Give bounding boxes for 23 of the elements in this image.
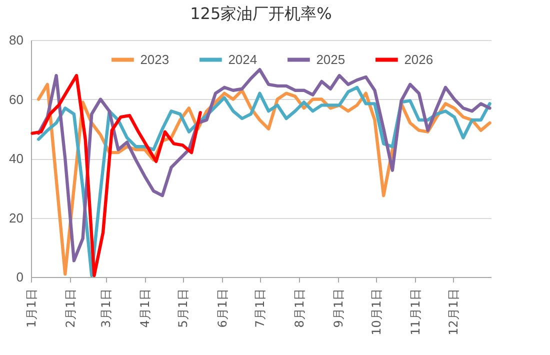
line-series — [30, 74, 202, 278]
x-tick-label: 1月1日 — [24, 288, 38, 328]
x-tick-label: 3月1日 — [99, 288, 114, 328]
x-tick-label: 11月1日 — [408, 288, 423, 336]
x-tick-label: 12月1日 — [446, 288, 461, 336]
x-tick-label: 8月1日 — [292, 288, 306, 328]
x-tick-label: 5月1日 — [176, 288, 190, 328]
legend-label: 2024 — [228, 52, 258, 67]
x-tick-label: 10月1日 — [370, 288, 384, 336]
legend-label: 2025 — [316, 52, 346, 67]
x-tick-label: 4月1日 — [138, 288, 152, 328]
x-tick-label: 7月1日 — [253, 288, 268, 328]
x-tick-label: 2月1日 — [64, 288, 78, 328]
y-tick-label: 0 — [16, 270, 24, 284]
x-tick-label: 9月1日 — [332, 288, 346, 328]
y-tick-label: 40 — [9, 151, 24, 166]
chart-title: 125家油厂开机率% — [190, 4, 332, 23]
y-tick-label: 20 — [9, 210, 24, 226]
y-tick-label: 60 — [9, 92, 24, 107]
x-tick-label: 6月1日 — [215, 288, 230, 328]
legend-label: 2026 — [404, 52, 434, 67]
legend-label: 2023 — [140, 52, 170, 67]
y-tick-label: 80 — [9, 32, 24, 48]
